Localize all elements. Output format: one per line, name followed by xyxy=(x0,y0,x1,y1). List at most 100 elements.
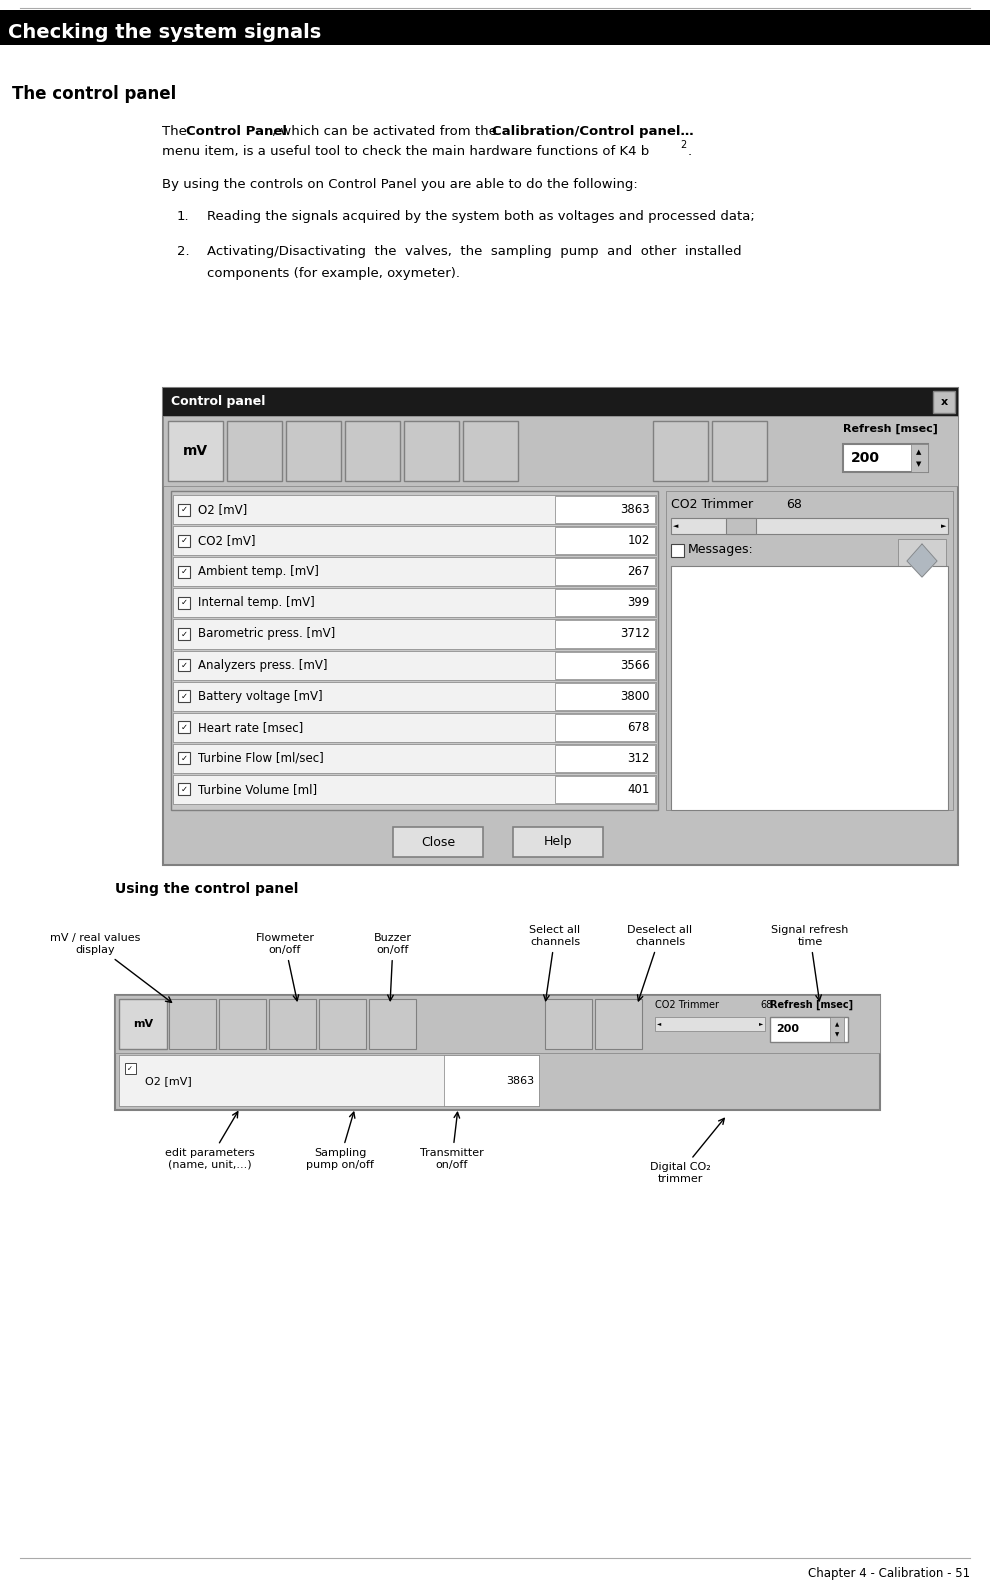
Text: Flowmeter
on/off: Flowmeter on/off xyxy=(255,934,315,1000)
Bar xyxy=(444,1054,539,1105)
Text: Sampling
pump on/off: Sampling pump on/off xyxy=(306,1112,374,1170)
Text: Heart rate [msec]: Heart rate [msec] xyxy=(198,721,303,734)
Text: 3566: 3566 xyxy=(621,659,650,672)
Text: Refresh [msec]: Refresh [msec] xyxy=(843,424,938,434)
Text: Digital CO₂
trimmer: Digital CO₂ trimmer xyxy=(649,1118,725,1183)
Text: Chapter 4 - Calibration - 51: Chapter 4 - Calibration - 51 xyxy=(808,1566,970,1580)
Text: Internal temp. [mV]: Internal temp. [mV] xyxy=(198,597,315,610)
Bar xyxy=(393,827,483,858)
Bar xyxy=(125,1062,136,1073)
Text: 3863: 3863 xyxy=(506,1077,534,1086)
Text: Calibration/Control panel…: Calibration/Control panel… xyxy=(492,125,694,138)
Text: Deselect all
channels: Deselect all channels xyxy=(628,926,693,1000)
Text: ✓: ✓ xyxy=(180,505,187,515)
Bar xyxy=(555,745,655,772)
Text: CO2 Trimmer: CO2 Trimmer xyxy=(671,499,753,511)
Text: Battery voltage [mV]: Battery voltage [mV] xyxy=(198,689,323,702)
Text: , which can be activated from the: , which can be activated from the xyxy=(272,125,501,138)
Bar xyxy=(0,10,990,44)
Bar xyxy=(178,691,190,702)
Bar xyxy=(555,713,655,740)
Bar xyxy=(173,713,656,742)
Text: x: x xyxy=(940,397,947,407)
Bar xyxy=(555,527,655,554)
Bar xyxy=(770,1016,848,1042)
Bar xyxy=(173,775,656,804)
Bar xyxy=(178,565,190,578)
Text: ✓: ✓ xyxy=(180,692,187,700)
Bar xyxy=(163,387,958,865)
Bar xyxy=(168,421,223,481)
Text: ▼: ▼ xyxy=(835,1032,840,1037)
Bar xyxy=(369,999,416,1050)
Text: ▲: ▲ xyxy=(835,1023,840,1027)
Text: 200: 200 xyxy=(776,1024,799,1034)
Bar xyxy=(173,495,656,524)
Bar xyxy=(173,557,656,586)
Bar xyxy=(671,518,948,534)
Text: Signal refresh
time: Signal refresh time xyxy=(771,926,848,1000)
Bar xyxy=(115,996,880,1110)
Text: ▲: ▲ xyxy=(917,449,922,456)
Text: CO2 Trimmer: CO2 Trimmer xyxy=(655,1000,719,1010)
Text: Turbine Flow [ml/sec]: Turbine Flow [ml/sec] xyxy=(198,751,324,765)
Bar xyxy=(173,651,656,680)
Bar xyxy=(830,1016,844,1042)
Bar xyxy=(163,416,958,486)
Bar xyxy=(463,421,518,481)
Text: Activating/Disactivating  the  valves,  the  sampling  pump  and  other  install: Activating/Disactivating the valves, the… xyxy=(207,245,742,257)
Bar xyxy=(178,535,190,546)
Bar xyxy=(843,445,928,472)
Bar xyxy=(933,391,955,413)
Bar xyxy=(555,777,655,804)
Text: 200: 200 xyxy=(851,451,880,465)
Bar xyxy=(726,518,756,534)
Text: ✓: ✓ xyxy=(180,661,187,670)
Text: Checking the system signals: Checking the system signals xyxy=(8,22,321,41)
Bar xyxy=(671,565,948,810)
Text: The: The xyxy=(162,125,191,138)
Text: components (for example, oxymeter).: components (for example, oxymeter). xyxy=(207,267,460,279)
Bar xyxy=(555,559,655,586)
Bar xyxy=(555,621,655,648)
Text: O2 [mV]: O2 [mV] xyxy=(198,503,248,516)
Text: 399: 399 xyxy=(628,597,650,610)
Bar xyxy=(712,421,767,481)
Text: CO2 [mV]: CO2 [mV] xyxy=(198,534,255,548)
Text: Turbine Volume [ml]: Turbine Volume [ml] xyxy=(198,783,317,796)
Bar xyxy=(269,999,316,1050)
Text: Control Panel: Control Panel xyxy=(186,125,287,138)
Bar xyxy=(178,503,190,516)
Text: ✓: ✓ xyxy=(180,754,187,762)
Bar xyxy=(178,753,190,764)
Text: ✓: ✓ xyxy=(180,567,187,576)
Bar xyxy=(173,588,656,618)
Bar xyxy=(555,589,655,616)
Bar xyxy=(178,721,190,734)
Text: Messages:: Messages: xyxy=(688,543,753,556)
Text: ▼: ▼ xyxy=(917,461,922,467)
Text: 267: 267 xyxy=(628,565,650,578)
Text: 3712: 3712 xyxy=(620,627,650,640)
Bar xyxy=(173,526,656,556)
Text: menu item, is a useful tool to check the main hardware functions of K4 b: menu item, is a useful tool to check the… xyxy=(162,145,649,157)
Text: 3800: 3800 xyxy=(621,689,650,702)
Text: 312: 312 xyxy=(628,751,650,765)
Bar xyxy=(178,659,190,672)
Bar xyxy=(115,996,880,1053)
Text: Refresh [msec]: Refresh [msec] xyxy=(770,1000,853,1010)
Bar xyxy=(513,827,603,858)
Text: Reading the signals acquired by the system both as voltages and processed data;: Reading the signals acquired by the syst… xyxy=(207,210,754,222)
Bar xyxy=(286,421,341,481)
Text: ►: ► xyxy=(758,1021,763,1026)
Text: Ambient temp. [mV]: Ambient temp. [mV] xyxy=(198,565,319,578)
Polygon shape xyxy=(907,545,937,576)
Text: 3863: 3863 xyxy=(621,503,650,516)
Text: ✓: ✓ xyxy=(180,784,187,794)
Bar xyxy=(173,743,656,773)
Text: ◄: ◄ xyxy=(657,1021,661,1026)
Bar xyxy=(178,783,190,796)
Bar xyxy=(666,491,953,810)
Bar xyxy=(319,999,366,1050)
Bar xyxy=(173,619,656,648)
